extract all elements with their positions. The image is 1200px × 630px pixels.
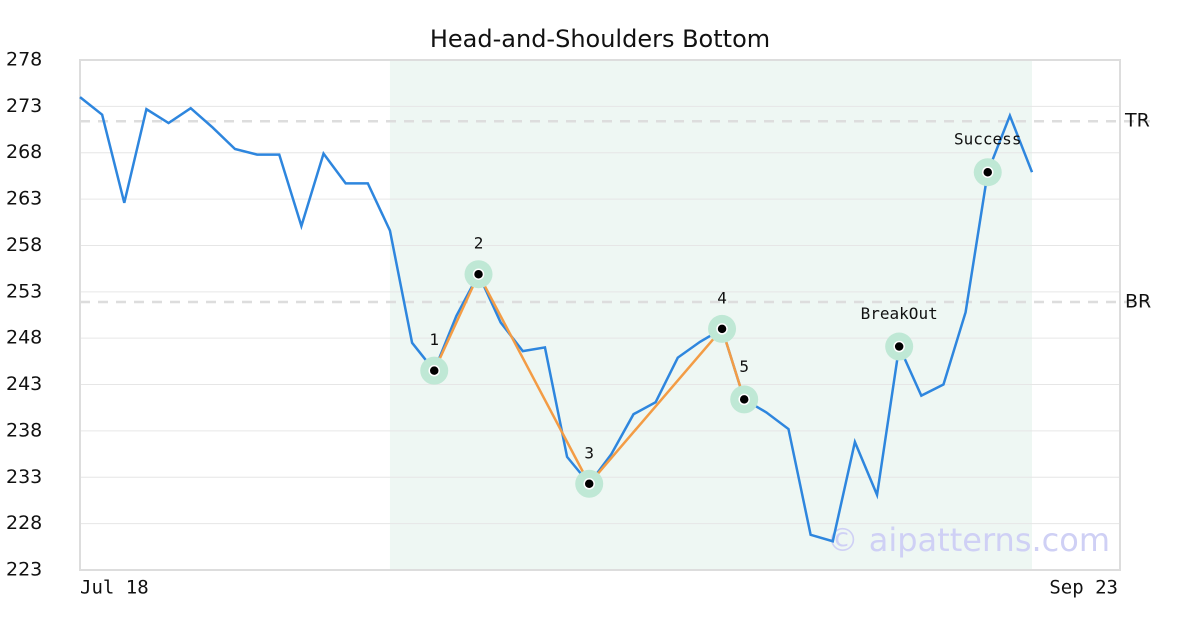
point-dot	[716, 323, 728, 335]
x-tick-label: Sep 23	[1049, 577, 1118, 599]
y-tick-label: 268	[6, 141, 42, 163]
price-line	[79, 96, 1034, 543]
chart-title: Head-and-Shoulders Bottom	[430, 25, 770, 53]
point-dot	[893, 340, 905, 353]
level-label: TR	[1124, 110, 1150, 132]
point-label: 1	[429, 330, 439, 349]
y-tick-label: 233	[6, 466, 42, 488]
y-tick-label: 263	[6, 188, 42, 210]
point-label: Success	[954, 130, 1021, 149]
point-dot	[583, 478, 595, 490]
point-label: 4	[717, 288, 727, 307]
y-tick-label: 258	[6, 234, 42, 256]
level-label: BR	[1125, 291, 1151, 313]
y-tick-label: 223	[6, 559, 42, 581]
y-tick-label: 278	[6, 49, 42, 71]
point-dot	[472, 268, 485, 280]
y-tick-label: 248	[6, 327, 42, 349]
point-label: 2	[474, 234, 484, 253]
y-tick-label: 243	[6, 373, 42, 395]
y-tick-label: 253	[6, 280, 42, 302]
point-dot	[981, 166, 994, 178]
x-tick-label: Jul 18	[80, 577, 149, 599]
watermark: © aipatterns.com	[827, 521, 1110, 559]
y-tick-label: 228	[6, 512, 42, 534]
point-dot	[738, 393, 750, 406]
plot-frame	[79, 59, 1121, 571]
y-tick-label: 273	[6, 95, 42, 117]
point-label: BreakOut	[861, 304, 938, 323]
point-label: 3	[584, 443, 594, 462]
y-tick-label: 238	[6, 419, 42, 441]
point-label: 5	[739, 357, 749, 376]
point-dot	[428, 364, 440, 377]
